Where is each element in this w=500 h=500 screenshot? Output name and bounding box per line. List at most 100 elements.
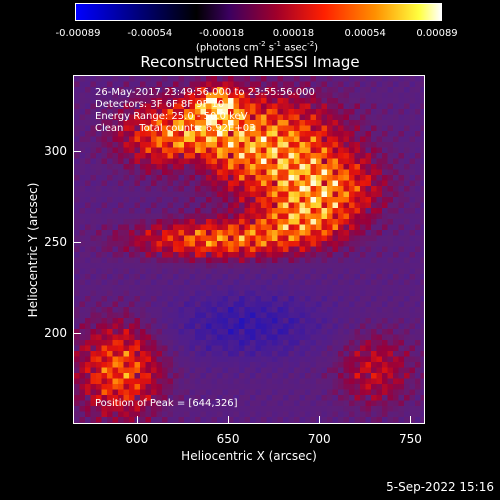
heatmap-cell — [404, 422, 410, 423]
heatmap-cell — [90, 103, 97, 110]
heatmap-cell — [151, 285, 157, 291]
heatmap-cell — [217, 120, 223, 126]
heatmap-cell — [217, 81, 223, 88]
heatmap-cell — [74, 378, 80, 385]
heatmap-cell — [173, 274, 179, 280]
heatmap-cell — [354, 202, 361, 209]
heatmap-cell — [134, 257, 141, 264]
heatmap-cell — [195, 279, 201, 286]
heatmap-cell — [74, 191, 80, 198]
heatmap-cell — [343, 224, 350, 231]
heatmap-cell — [404, 290, 410, 297]
heatmap-cell — [371, 389, 377, 396]
heatmap-cell — [283, 120, 289, 126]
heatmap-cell — [167, 76, 174, 82]
heatmap-cell — [233, 274, 240, 280]
heatmap-cell — [96, 175, 102, 181]
heatmap-cell — [404, 301, 410, 308]
heatmap-cell — [266, 224, 273, 231]
heatmap-cell — [79, 120, 86, 126]
heatmap-cell — [255, 164, 262, 170]
heatmap-cell — [409, 153, 416, 159]
heatmap-cell — [233, 202, 240, 209]
heatmap-cell — [288, 180, 295, 187]
heatmap-cell — [387, 131, 394, 137]
heatmap-cell — [365, 92, 372, 99]
heatmap-cell — [376, 230, 383, 236]
heatmap-cell — [200, 120, 207, 126]
heatmap-cell — [167, 307, 174, 313]
heatmap-cell — [261, 125, 267, 132]
heatmap-cell — [310, 92, 317, 99]
heatmap-cell — [349, 142, 355, 148]
heatmap-cell — [90, 224, 97, 231]
heatmap-cell — [239, 351, 245, 357]
heatmap-cell — [327, 367, 333, 374]
heatmap-cell — [79, 92, 86, 99]
heatmap-cell — [167, 268, 174, 275]
heatmap-cell — [250, 389, 256, 396]
heatmap-cell — [420, 285, 424, 291]
heatmap-cell — [112, 87, 119, 93]
heatmap-cell — [85, 224, 91, 231]
heatmap-cell — [250, 131, 256, 137]
heatmap-cell — [140, 136, 146, 143]
heatmap-cell — [305, 180, 311, 187]
heatmap-cell — [354, 389, 361, 396]
heatmap-cell — [305, 114, 311, 121]
heatmap-cell — [371, 230, 377, 236]
heatmap-cell — [233, 257, 240, 264]
heatmap-cell — [211, 208, 218, 214]
heatmap-cell — [338, 301, 344, 308]
heatmap-cell — [233, 235, 240, 242]
heatmap-cell — [255, 340, 262, 346]
heatmap-cell — [420, 230, 424, 236]
heatmap-cell — [409, 186, 416, 192]
heatmap-cell — [195, 219, 201, 225]
heatmap-cell — [371, 131, 377, 137]
heatmap-cell — [233, 263, 240, 269]
heatmap-cell — [310, 378, 317, 385]
heatmap-cell — [96, 367, 102, 374]
heatmap-cell — [178, 307, 185, 313]
heatmap-cell — [222, 246, 229, 253]
heatmap-cell — [189, 334, 196, 341]
heatmap-cell — [250, 252, 256, 258]
heatmap-cell — [321, 87, 328, 93]
heatmap-cell — [398, 131, 405, 137]
heatmap-cell — [244, 395, 251, 401]
heatmap-cell — [145, 257, 152, 264]
heatmap-cell — [228, 296, 234, 302]
heatmap-cell — [145, 406, 152, 412]
heatmap-cell — [140, 158, 146, 165]
heatmap-cell — [222, 290, 229, 297]
heatmap-cell — [200, 164, 207, 170]
heatmap-cell — [112, 351, 119, 357]
heatmap-cell — [332, 406, 339, 412]
heatmap-cell — [184, 213, 190, 220]
heatmap-cell — [316, 246, 322, 253]
heatmap-cell — [123, 318, 130, 324]
heatmap-cell — [272, 87, 278, 93]
heatmap-cell — [360, 301, 366, 308]
heatmap-cell — [79, 191, 86, 198]
heatmap-cell — [156, 153, 163, 159]
heatmap-cell — [178, 76, 185, 82]
heatmap-cell — [189, 158, 196, 165]
heatmap-cell — [393, 76, 399, 82]
heatmap-cell — [338, 158, 344, 165]
heatmap-cell — [349, 257, 355, 264]
heatmap-cell — [107, 290, 113, 297]
x-tick-label: 650 — [216, 432, 240, 446]
heatmap-cell — [387, 224, 394, 231]
heatmap-cell — [140, 235, 146, 242]
heatmap-cell — [376, 329, 383, 335]
heatmap-cell — [90, 125, 97, 132]
heatmap-cell — [277, 345, 284, 352]
heatmap-cell — [294, 351, 300, 357]
heatmap-cell — [371, 197, 377, 203]
heatmap-cell — [338, 274, 344, 280]
heatmap-cell — [321, 285, 328, 291]
heatmap-cell — [129, 180, 135, 187]
heatmap-cell — [134, 197, 141, 203]
